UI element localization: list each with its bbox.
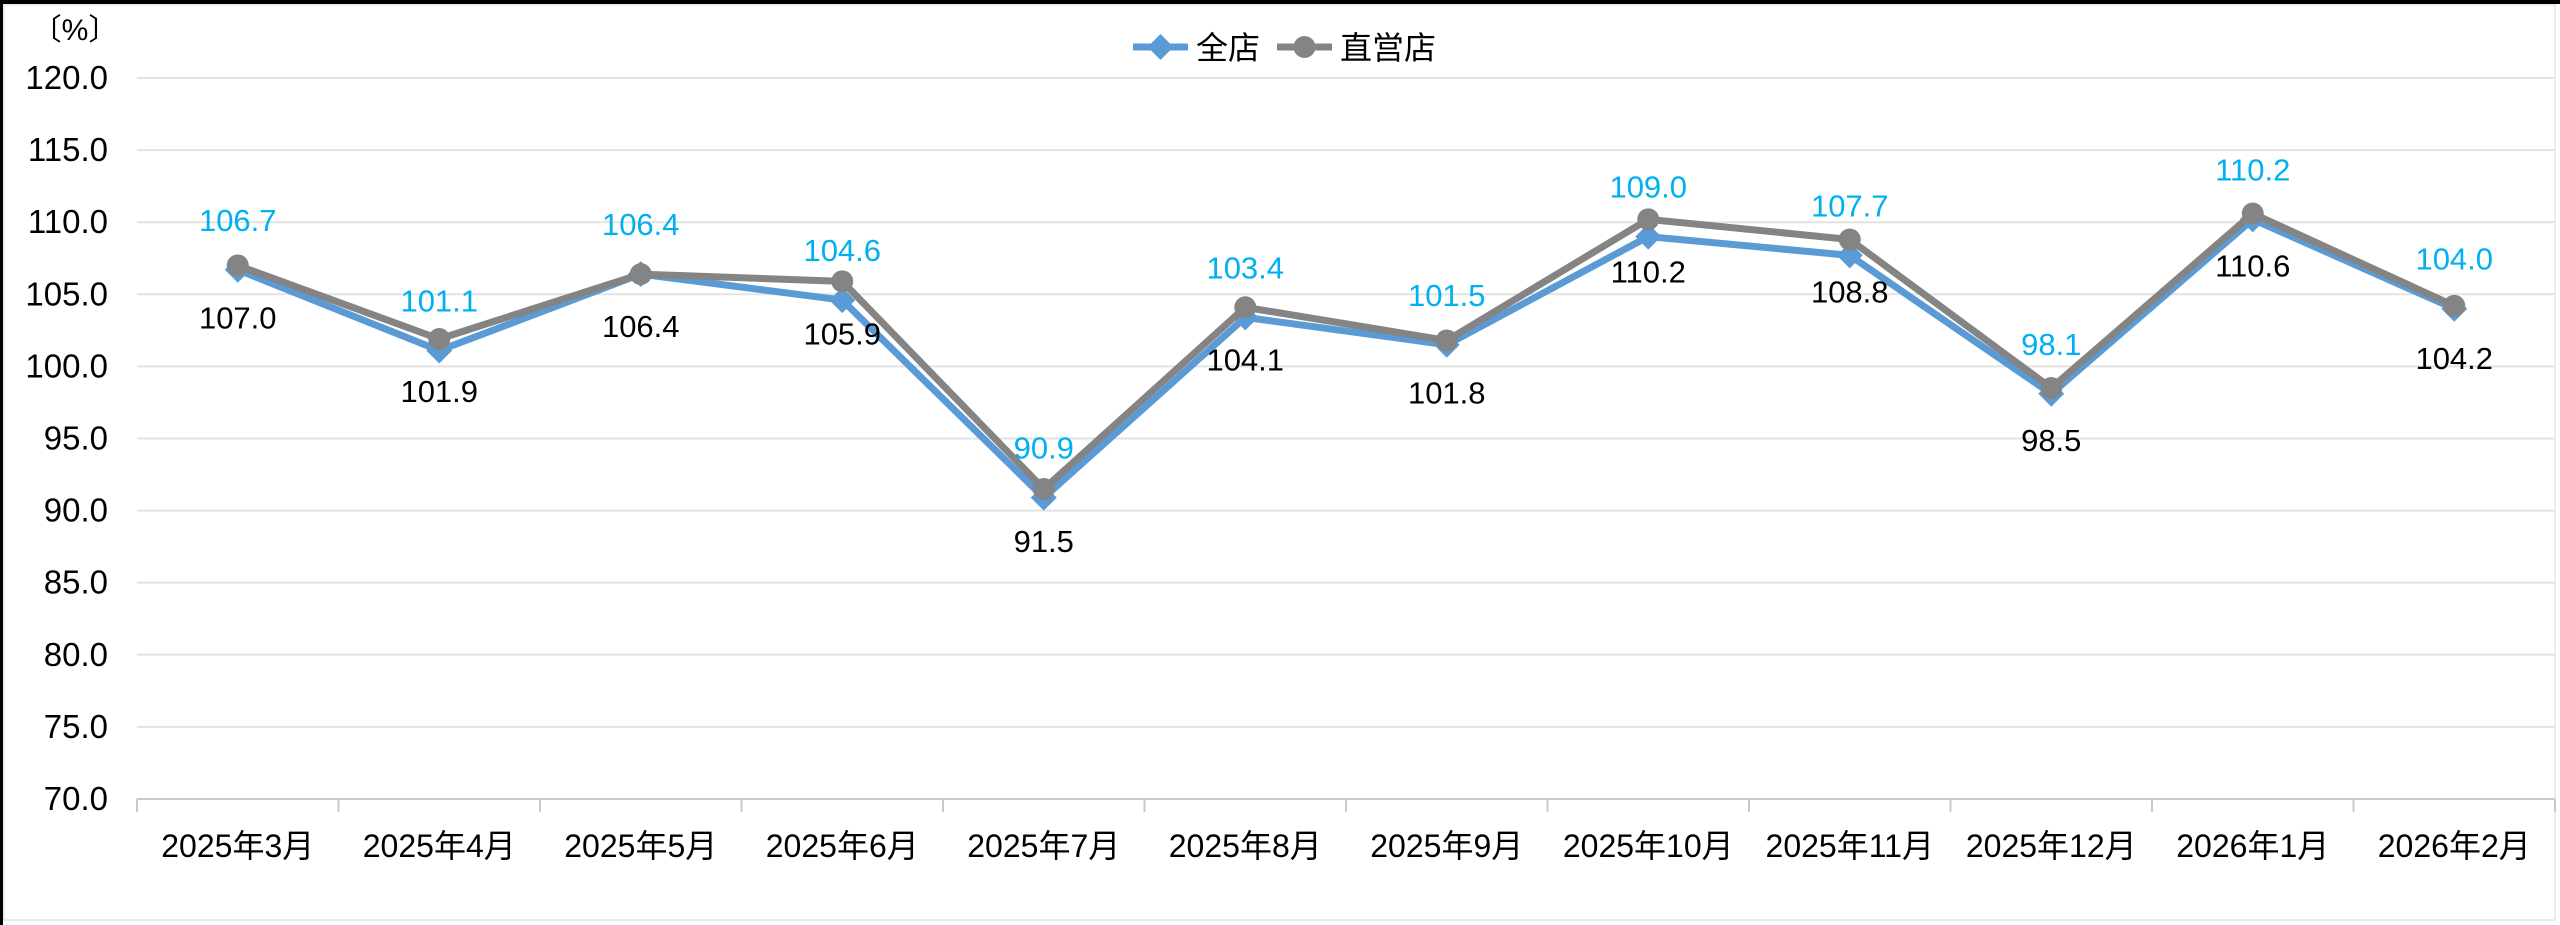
data-label: 107.7 [1811,188,1889,223]
data-label: 106.4 [602,207,680,242]
legend: 全店 直営店 [1133,30,1436,66]
data-label: 101.5 [1408,278,1486,313]
x-axis-label: 2025年9月 [1370,828,1523,864]
data-label: 104.0 [2415,242,2493,277]
data-label: 104.1 [1206,342,1284,377]
data-point-marker-diamond [829,287,856,314]
x-axis-label: 2025年10月 [1563,828,1734,864]
data-label: 98.5 [2021,423,2081,458]
series-line-0 [234,215,2458,502]
series-1 [226,202,2466,500]
data-label: 105.9 [803,316,881,351]
x-axis-label: 2025年7月 [967,828,1120,864]
chart-frame [3,4,2556,921]
legend-item-1[interactable]: 直営店 [1277,30,1436,66]
series-labels-1: 107.0 101.9 106.4 105.9 91.5 104.1 101.8 110.2 1… [199,249,2493,559]
x-axis-label: 2025年4月 [363,828,516,864]
x-axis-label: 2025年12月 [1966,828,2137,864]
data-label: 98.1 [2021,327,2081,362]
data-label: 101.9 [400,374,478,409]
data-label: 110.6 [2215,249,2290,284]
series-0 [224,206,2468,511]
data-label: 104.6 [803,233,881,268]
legend-item-0[interactable]: 全店 [1133,30,1260,66]
data-point-marker-circle [2040,377,2063,400]
window-border-top [0,0,2560,4]
x-axis-label: 2026年1月 [2176,828,2329,864]
data-point-marker-circle [2241,202,2264,225]
y-axis-tick-label: 85.0 [44,564,108,601]
legend-label: 直営店 [1340,30,1436,66]
window-border-left [0,0,3,925]
x-axis-label: 2026年2月 [2378,828,2531,864]
data-point-marker-circle [1032,477,1055,500]
data-label: 106.7 [199,203,277,238]
y-axis-tick-label: 75.0 [44,708,108,745]
data-point-marker-circle [2443,294,2466,317]
data-label: 103.4 [1206,250,1284,285]
x-axis-label: 2025年6月 [766,828,919,864]
x-axis-label: 2025年5月 [564,828,717,864]
y-axis-unit-label: 〔%〕 [32,14,119,47]
data-point-marker-circle [1293,36,1316,58]
data-point-marker-circle [831,270,854,293]
data-label: 101.1 [400,284,478,319]
data-label: 101.8 [1408,375,1486,410]
data-point-marker-circle [1838,228,1861,251]
data-label: 110.2 [2215,152,2290,187]
data-point-marker-diamond [1635,223,1662,250]
y-axis-tick-label: 110.0 [28,203,108,240]
data-label: 109.0 [1609,170,1687,205]
data-label: 107.0 [199,300,277,335]
y-axis-tick-label: 80.0 [44,636,108,673]
data-point-marker-diamond [1836,242,1863,269]
y-axis-tick-label: 120.0 [25,59,108,96]
y-axis-tick-label: 100.0 [25,347,108,384]
series-labels-0: 106.7 101.1 106.4 104.6 90.9 103.4 101.5 109.0 1… [199,152,2493,465]
data-point-marker-circle [629,263,652,286]
data-label: 91.5 [1014,524,1074,559]
data-label: 106.4 [602,309,680,344]
x-axis-label: 2025年8月 [1169,828,1322,864]
data-label: 110.2 [1611,254,1686,289]
data-point-marker-circle [226,254,249,277]
x-axis-label: 2025年11月 [1766,828,1934,864]
y-axis-tick-label: 95.0 [44,420,108,457]
series-line-1 [234,210,2458,493]
data-point-marker-diamond [1147,34,1174,60]
y-axis-tick-label: 70.0 [44,780,108,817]
y-axis-tick-label: 105.0 [25,275,108,312]
data-label: 108.8 [1811,275,1889,310]
data-point-marker-circle [1637,208,1660,231]
x-axis-label: 2025年3月 [161,828,314,864]
data-label: 90.9 [1014,431,1074,466]
data-point-marker-circle [1234,296,1257,319]
y-axis-tick-label: 115.0 [28,131,108,168]
data-label: 104.2 [2415,341,2493,376]
data-point-marker-circle [428,328,451,351]
data-point-marker-circle [1435,329,1458,352]
y-axis-tick-label: 90.0 [44,492,108,529]
legend-label: 全店 [1196,30,1260,66]
